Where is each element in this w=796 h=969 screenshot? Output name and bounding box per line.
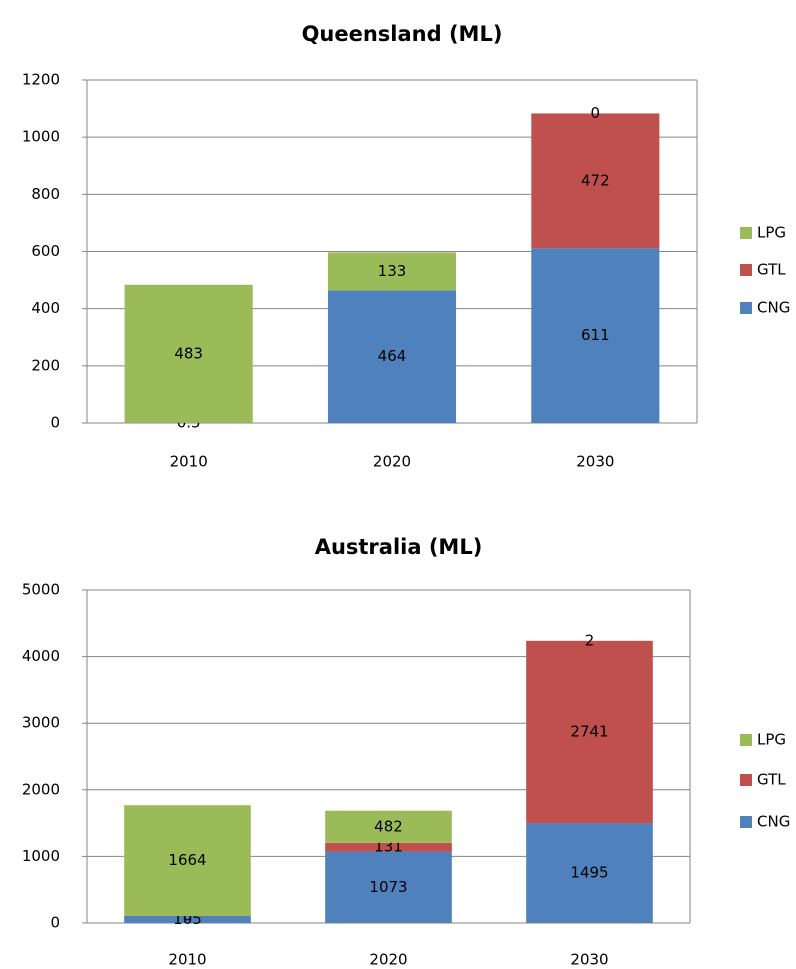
data-label: 1664 [168, 851, 206, 869]
data-label: 0 [591, 104, 601, 122]
legend-label: GTL [757, 771, 786, 789]
y-tick-label: 800 [31, 185, 60, 203]
legend-label: CNG [757, 813, 790, 831]
bar-segment [526, 640, 653, 824]
x-tick-label: 2030 [576, 453, 614, 471]
data-label: 2 [585, 631, 595, 649]
data-label: 2741 [570, 723, 608, 741]
legend-swatch [740, 734, 752, 746]
legend-label: LPG [757, 224, 786, 242]
x-tick-label: 2010 [168, 951, 206, 969]
bar-segment [327, 252, 457, 291]
bar-segment [325, 810, 452, 843]
bar-segment [327, 290, 457, 423]
data-label: 482 [374, 817, 403, 835]
legend-swatch [740, 264, 752, 276]
y-tick-label: 0 [50, 414, 60, 432]
legend-label: LPG [757, 731, 786, 749]
data-label: 464 [378, 347, 407, 365]
bar-segment [124, 284, 253, 423]
bar-segment [325, 842, 452, 852]
legend-swatch [740, 302, 752, 314]
data-label: 611 [581, 326, 610, 344]
y-tick-label: 400 [31, 299, 60, 317]
legend-label: CNG [757, 299, 790, 317]
data-label: 133 [378, 262, 407, 280]
y-tick-label: 600 [31, 242, 60, 260]
x-tick-label: 2020 [369, 951, 407, 969]
legend-swatch [740, 774, 752, 786]
y-tick-label: 1000 [22, 128, 60, 146]
legend-label: GTL [757, 261, 786, 279]
data-label: 1073 [369, 878, 407, 896]
bar-segment [526, 823, 653, 923]
chart-title: Queensland (ML) [302, 22, 503, 46]
chart-title: Australia (ML) [315, 535, 483, 559]
y-tick-label: 1000 [22, 847, 60, 865]
x-tick-label: 2010 [170, 453, 208, 471]
y-tick-label: 1200 [22, 71, 60, 89]
bar-segment [124, 916, 251, 923]
data-label: 1495 [570, 864, 608, 882]
legend-swatch [740, 227, 752, 239]
bar-segment [531, 248, 660, 423]
y-tick-label: 2000 [22, 780, 60, 798]
legend-swatch [740, 816, 752, 828]
y-tick-label: 4000 [22, 647, 60, 665]
y-tick-label: 5000 [22, 581, 60, 599]
y-tick-label: 3000 [22, 714, 60, 732]
x-tick-label: 2020 [373, 453, 411, 471]
data-label: 472 [581, 171, 610, 189]
y-tick-label: 0 [50, 914, 60, 932]
x-tick-label: 2030 [570, 951, 608, 969]
y-tick-label: 200 [31, 356, 60, 374]
bar-segment [325, 851, 452, 923]
data-label: 483 [174, 344, 203, 362]
bar-segment [124, 805, 251, 917]
bar-segment [531, 113, 660, 249]
